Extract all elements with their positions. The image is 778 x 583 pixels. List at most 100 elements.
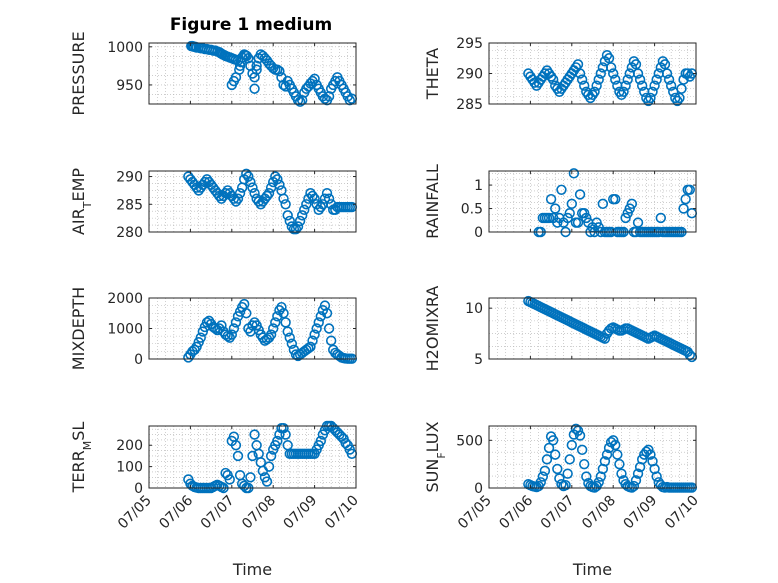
y-tick-label: 100 <box>116 460 143 476</box>
data-point <box>620 212 631 224</box>
data-series <box>523 295 698 363</box>
data-point <box>645 449 656 460</box>
data-point <box>241 308 252 319</box>
data-point <box>560 479 571 491</box>
data-series <box>186 40 358 107</box>
axes-box <box>488 170 697 233</box>
y-tick-label: 295 <box>456 36 483 52</box>
y-tick-label: 2000 <box>107 291 143 307</box>
data-point <box>581 212 592 224</box>
data-point <box>684 184 695 195</box>
y-tick-label: 0.5 <box>461 202 483 218</box>
data-point <box>564 208 575 219</box>
data-point <box>247 450 258 462</box>
data-point <box>274 179 285 191</box>
y-axis-label: MIXDEPTH <box>69 287 88 370</box>
data-point <box>581 471 592 482</box>
data-point <box>589 86 600 98</box>
data-series <box>523 49 698 107</box>
data-point <box>315 201 327 213</box>
data-point <box>270 171 281 182</box>
y-label-subscript: T <box>81 201 94 209</box>
data-point <box>612 449 623 460</box>
data-point <box>647 86 658 98</box>
data-point <box>261 190 273 202</box>
data-point <box>554 473 565 484</box>
data-point <box>626 198 638 210</box>
data-point <box>607 435 619 446</box>
data-point <box>282 210 293 221</box>
data-point <box>282 326 293 337</box>
data-point <box>645 92 656 104</box>
data-point <box>622 208 633 219</box>
data-point <box>552 463 563 475</box>
data-point <box>315 311 327 322</box>
subplot-terr_msl: 0 100 200 07/05 07/06 07/07 07/08 07/09 07/10 Tim… <box>69 420 362 579</box>
data-point <box>232 450 244 462</box>
data-point <box>601 449 613 460</box>
data-point <box>228 323 240 334</box>
data-point <box>294 96 306 107</box>
x-tick-label: 07/07 <box>198 493 238 533</box>
data-point <box>249 187 260 199</box>
data-point <box>680 193 691 205</box>
data-point <box>636 454 648 465</box>
data-point <box>574 430 586 441</box>
data-point <box>576 444 588 456</box>
figure-title: Figure 1 medium <box>170 15 332 35</box>
data-point <box>632 68 644 79</box>
data-point <box>253 196 264 207</box>
data-point <box>562 212 573 224</box>
data-point <box>263 461 275 472</box>
x-axis-label: Time <box>232 560 272 579</box>
y-axis-label: H2OMIXRA <box>423 286 442 372</box>
data-point <box>344 94 355 106</box>
data-point <box>545 193 557 205</box>
data-point <box>296 210 308 221</box>
data-point <box>661 68 673 79</box>
axes-box <box>148 425 357 489</box>
data-point <box>574 189 586 200</box>
data-point <box>199 176 211 188</box>
x-tick-label: 07/06 <box>496 492 536 532</box>
x-tick-label: 07/08 <box>579 493 619 533</box>
data-point <box>272 174 283 185</box>
subplot-air_temp: 280 285 290 AIRTEMP <box>69 168 358 241</box>
data-point <box>572 217 584 228</box>
data-point <box>655 212 667 224</box>
data-point <box>230 196 242 207</box>
data-point <box>550 449 561 460</box>
axes-box <box>148 170 357 233</box>
data-point <box>535 477 546 488</box>
data-point <box>579 80 590 91</box>
data-point <box>564 454 575 465</box>
data-point <box>643 444 654 456</box>
subplot-sun_flux: 0 500 07/05 07/06 07/07 07/08 07/09 07/10 Time SU… <box>423 421 702 579</box>
data-point <box>292 94 304 106</box>
data-point <box>595 68 606 79</box>
data-point <box>624 203 635 214</box>
y-axis-label: AIRTEMP <box>69 168 94 235</box>
data-point <box>274 66 285 77</box>
subplot-pressure: 950 1000 PRESSURE <box>69 31 358 116</box>
subplot-h2omixra: 5 10 H2OMIXRA <box>423 286 698 372</box>
y-tick-label: 0 <box>474 481 483 497</box>
data-point <box>220 187 231 199</box>
data-point <box>241 50 252 62</box>
data-point <box>541 454 553 465</box>
data-point <box>299 204 310 216</box>
data-point <box>605 62 617 73</box>
data-point <box>599 333 611 344</box>
y-tick-label: 1 <box>474 178 483 194</box>
y-axis-label: SUNFLUX <box>423 421 448 492</box>
data-point <box>543 442 555 454</box>
x-tick-label: 07/10 <box>662 493 702 533</box>
data-point <box>593 477 604 488</box>
subplot-mixdepth: 0 1000 2000 MIXDEPTH <box>69 287 358 370</box>
y-axis-label: RAINFALL <box>423 164 442 239</box>
data-point <box>547 435 559 446</box>
x-tick-label: 07/07 <box>538 493 578 533</box>
y-axis-label: TERRMSL <box>69 422 94 494</box>
data-point <box>305 341 316 352</box>
y-label-main: SUN <box>423 459 442 493</box>
